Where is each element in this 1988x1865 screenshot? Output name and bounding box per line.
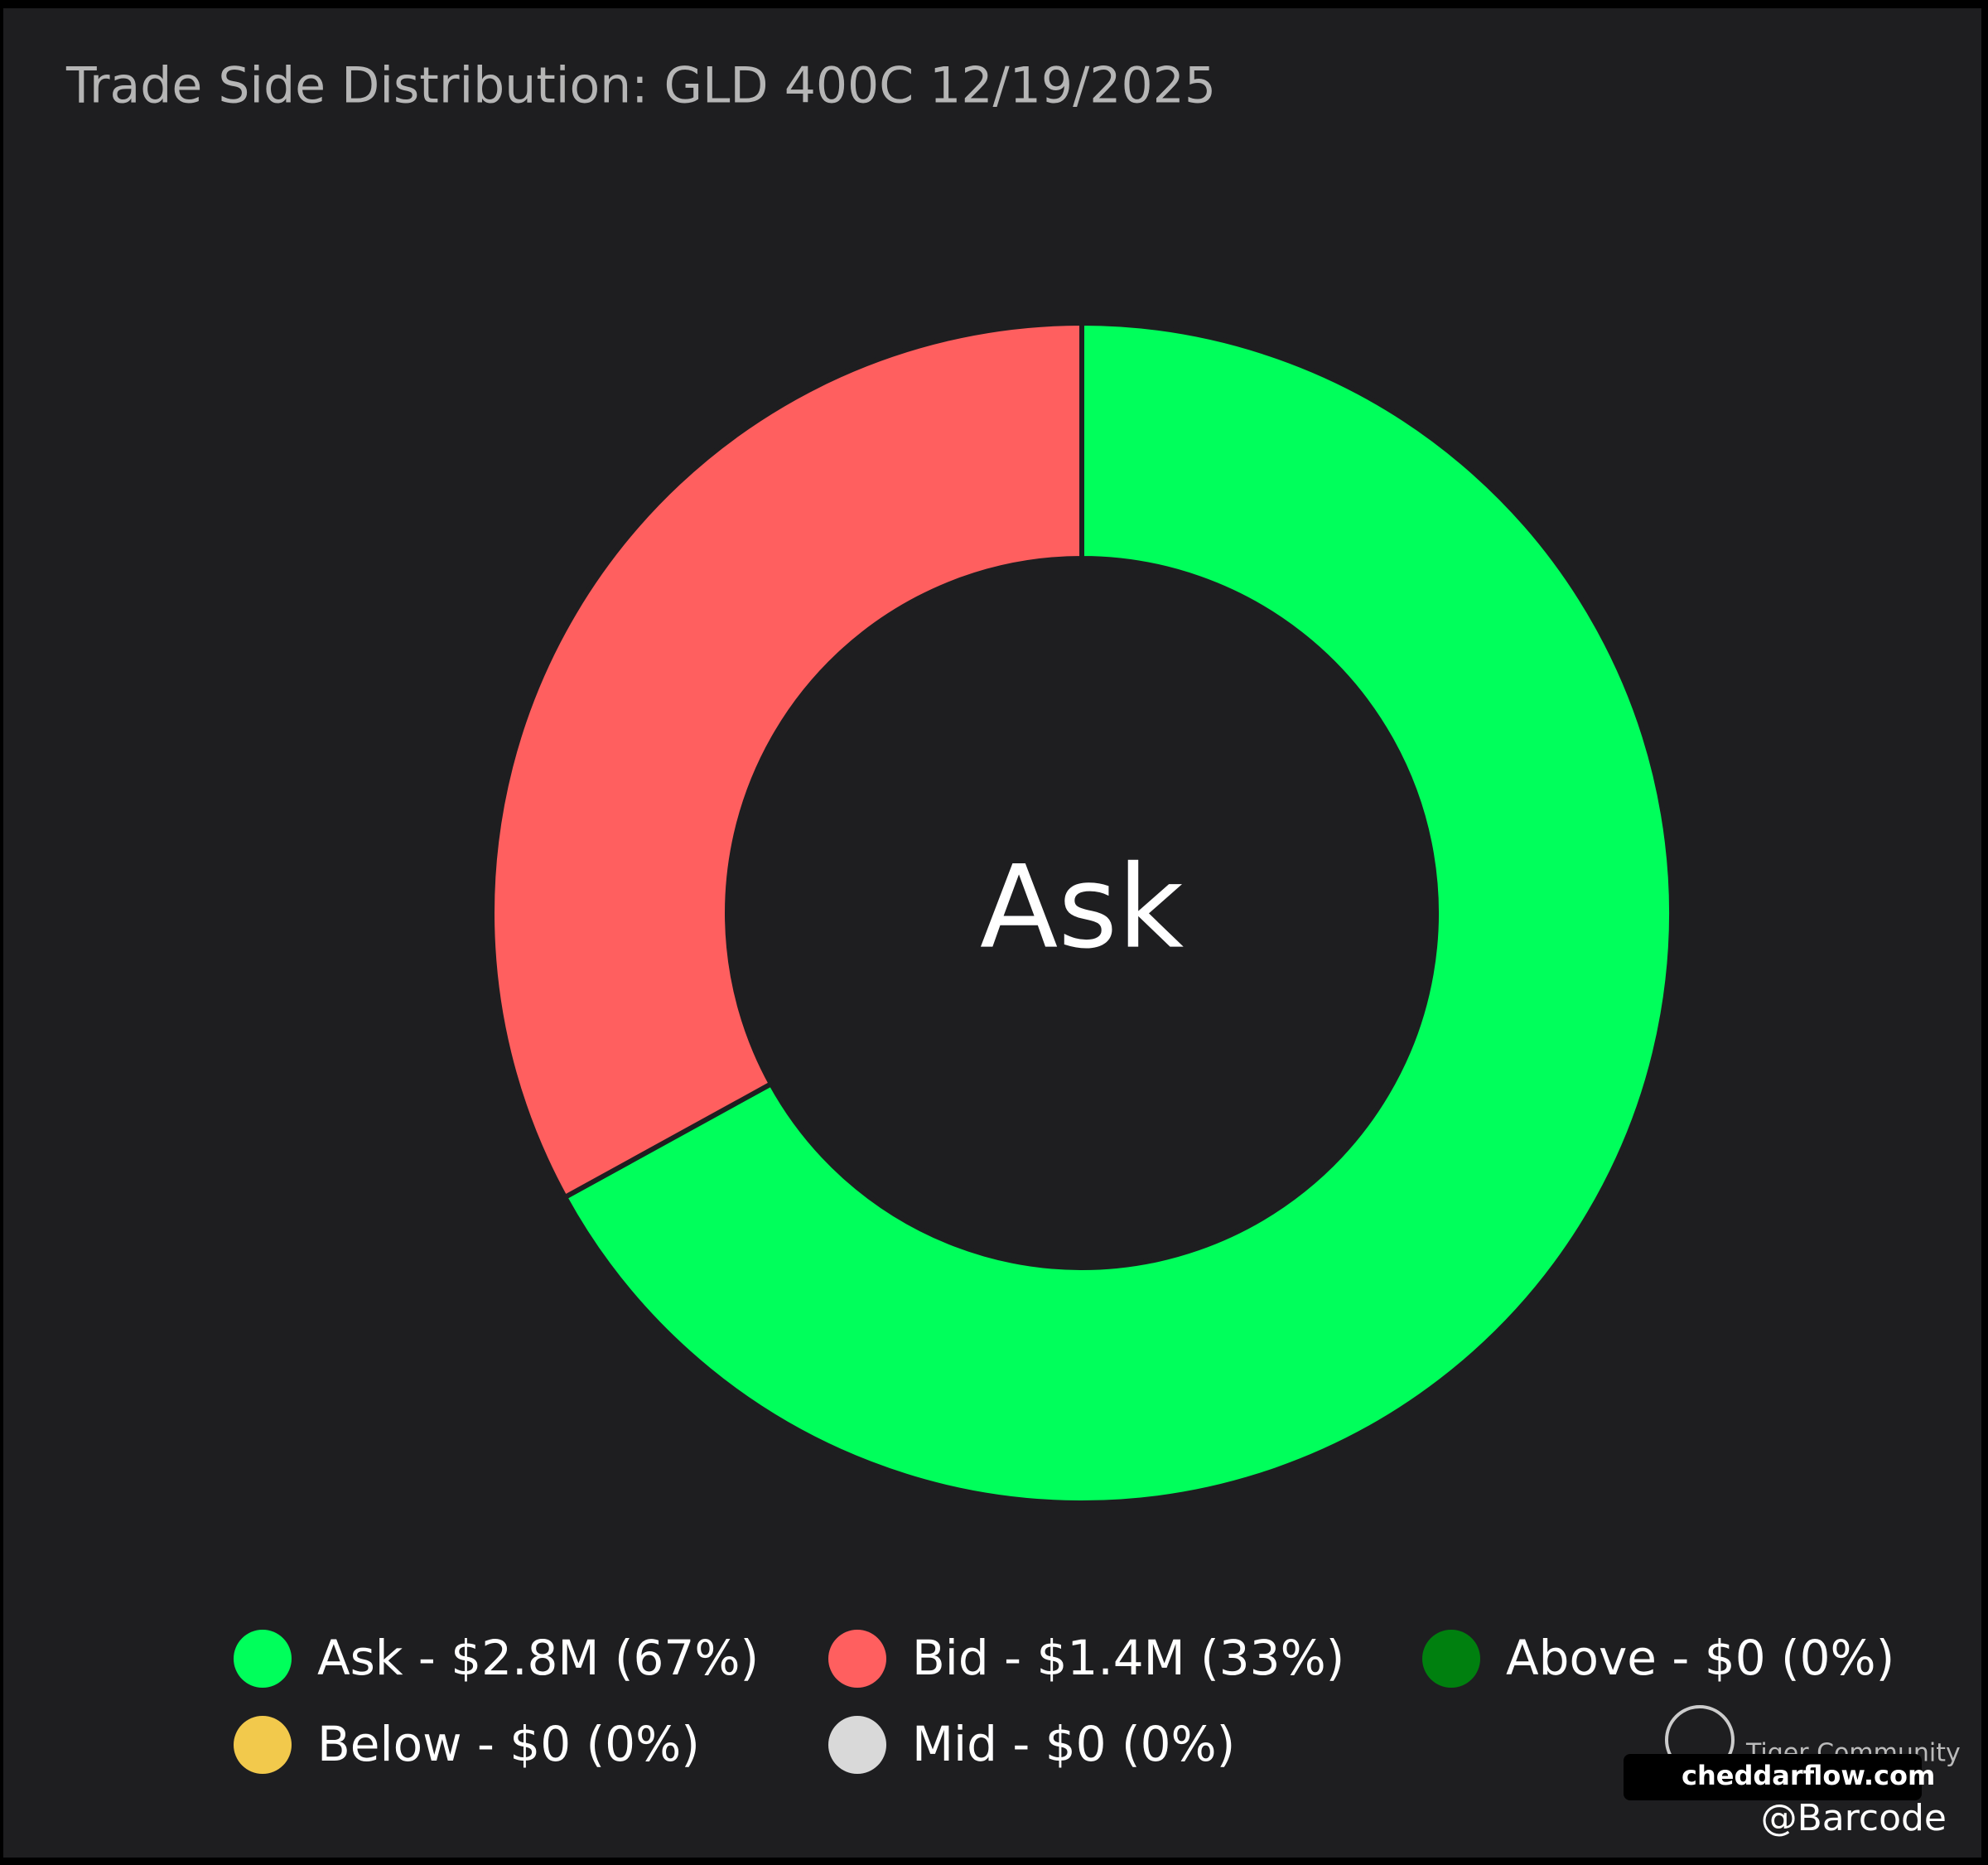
legend-swatch [1422,1630,1480,1688]
donut-segment [562,321,1674,1505]
legend-swatch [234,1630,292,1688]
watermark-badge [1624,1754,1922,1800]
chart-title: Trade Side Distribution: GLD 400C 12/19/… [65,57,1216,115]
legend-label: Bid - $1.4M (33%) [912,1630,1344,1686]
legend-swatch [828,1630,886,1688]
donut-segment [490,321,1084,1201]
legend-label: Below - $0 (0%) [317,1716,700,1772]
legend-label: Above - $0 (0%) [1506,1630,1894,1686]
center-label: Ask [980,841,1184,974]
legend-label: Ask - $2.8M (67%) [317,1630,759,1686]
watermark-handle: @Barcode [1761,1797,1947,1839]
legend-swatch [234,1716,292,1774]
legend-label: Mid - $0 (0%) [912,1716,1235,1772]
watermark-site: cheddarflow.com [1682,1760,1935,1791]
legend-swatch [828,1716,886,1774]
watermark: Tiger Community cheddarflow.com @Barcode [1624,1705,1961,1839]
